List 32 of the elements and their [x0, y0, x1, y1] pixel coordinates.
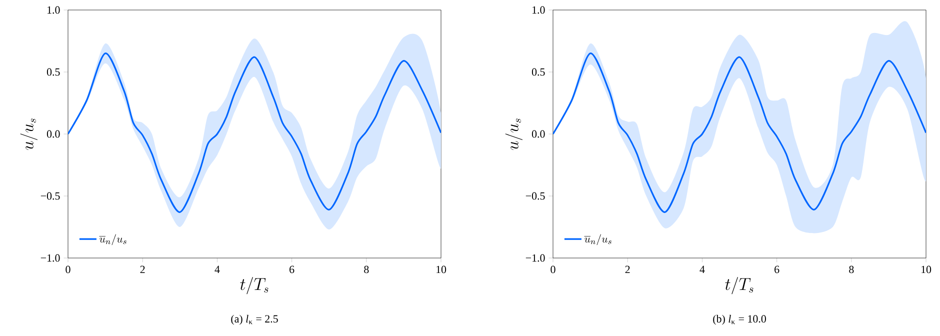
- y-tick-label: −1.0: [526, 254, 545, 262]
- y-tick-label: 0.5: [46, 68, 60, 76]
- x-tick-label: 6: [774, 266, 780, 274]
- y-tick-label: 0.0: [532, 130, 545, 138]
- x-axis-title: $t/T_s$: [725, 277, 754, 294]
- x-tick-label: 0: [66, 266, 70, 274]
- y-tick-label: 0.5: [532, 68, 545, 76]
- x-tick-label: 10: [922, 266, 932, 274]
- x-tick-label: 2: [140, 266, 145, 274]
- x-tick-label: 0: [550, 266, 556, 274]
- legend-label: $\overline{u}_n/u_s$: [99, 234, 126, 246]
- line-series: [553, 52, 926, 213]
- y-tick-label: 1.0: [48, 6, 60, 14]
- y-tick-label: −0.5: [526, 192, 545, 200]
- y-axis-title: $u/u_s$: [20, 118, 38, 150]
- line-series: [68, 52, 442, 213]
- x-tick-label: 8: [364, 266, 369, 274]
- legend-label: $\overline{u}_n/u_s$: [584, 234, 612, 246]
- x-tick-label: 8: [849, 266, 854, 274]
- x-tick-label: 6: [290, 266, 294, 274]
- y-tick-label: 1.0: [532, 6, 545, 14]
- y-axis-title: $u/u_s$: [505, 118, 523, 150]
- text: (b) l$_{κ}$ = 10.0: [713, 314, 766, 325]
- y-tick-label: −0.5: [40, 192, 60, 200]
- text: (a) l$_{κ}$ = 2.5: [231, 314, 278, 325]
- y-tick-label: −1.0: [40, 254, 60, 262]
- x-tick-label: 4: [700, 266, 705, 273]
- x-axis-title: $t/T_s$: [240, 277, 268, 294]
- x-tick-label: 2: [625, 266, 630, 274]
- x-tick-label: 4: [214, 266, 220, 273]
- x-tick-label: 10: [436, 266, 446, 274]
- y-tick-label: 0.0: [46, 130, 60, 138]
